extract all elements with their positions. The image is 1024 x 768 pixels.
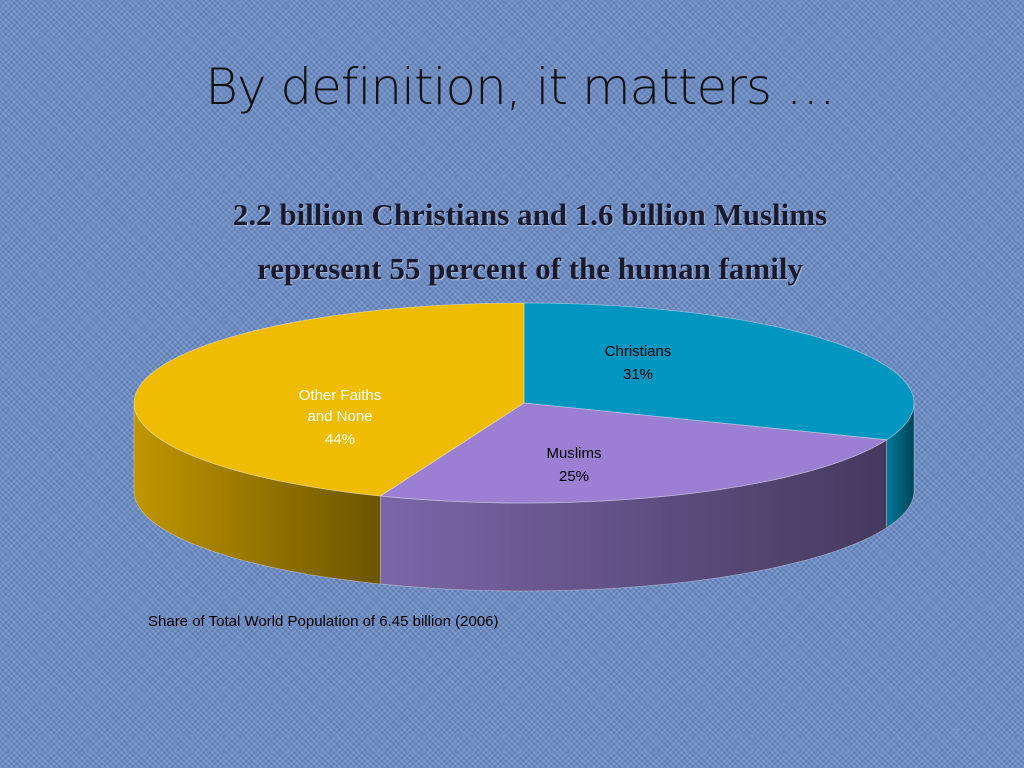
slide-title: By definition, it matters … (205, 58, 836, 116)
pie-slice (523, 302, 915, 441)
category-line: Other Faiths (299, 387, 382, 404)
slice-label: Other Faiths and None 44% (299, 387, 382, 448)
slice-label: Christians 31% (605, 343, 672, 383)
caption: Share of Total World Population of 6.45 … (148, 613, 499, 630)
page-number: 3 (952, 726, 960, 741)
category-label: Christians (605, 343, 672, 360)
slice-label: Muslims 25% (547, 445, 602, 485)
category-label: Muslims (547, 445, 602, 462)
category-line: and None (307, 408, 372, 425)
pie-slice (379, 402, 888, 504)
value-label: 25% (559, 468, 589, 485)
value-label: 44% (325, 431, 355, 448)
value-label: 31% (623, 366, 653, 383)
pie-slice (133, 302, 525, 497)
category-label: Other Faiths and None (299, 387, 382, 425)
chart-title: 2.2 billion Christians and 1.6 billion M… (232, 197, 828, 286)
